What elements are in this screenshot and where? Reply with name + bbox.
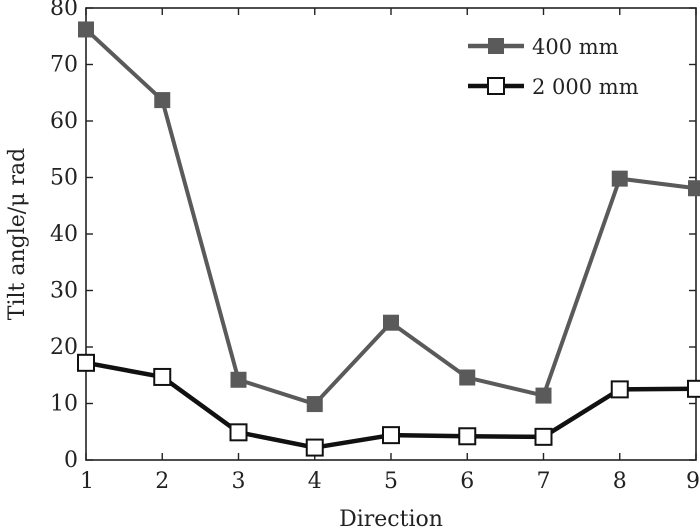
- data-point: [459, 369, 476, 386]
- legend-swatch-marker: [487, 77, 505, 95]
- x-tick-label: 3: [232, 469, 246, 494]
- legend-swatch-marker: [488, 38, 504, 54]
- data-point: [687, 379, 700, 398]
- data-point: [305, 438, 324, 457]
- data-point: [611, 170, 628, 187]
- x-tick-label: 6: [460, 469, 474, 494]
- legend-label: 400 mm: [532, 35, 619, 59]
- data-point: [154, 92, 171, 109]
- data-point: [458, 427, 477, 446]
- data-point: [535, 387, 552, 404]
- y-tick-label: 50: [50, 166, 78, 191]
- y-tick-label: 20: [50, 335, 78, 360]
- x-tick-label: 8: [613, 469, 627, 494]
- y-tick-label: 30: [50, 279, 78, 304]
- y-tick-label: 0: [64, 448, 78, 473]
- data-point: [688, 180, 700, 197]
- y-tick-label: 40: [50, 222, 78, 247]
- legend-label: 2 000 mm: [532, 75, 639, 99]
- legend-item: 400 mm: [468, 35, 619, 59]
- data-point: [383, 314, 399, 331]
- data-point: [229, 423, 248, 442]
- x-tick-label: 5: [384, 469, 398, 494]
- data-point: [78, 21, 94, 38]
- x-tick-label: 9: [686, 469, 700, 494]
- y-axis-title: Tilt angle/μ rad: [5, 148, 30, 320]
- y-tick-label: 70: [50, 53, 78, 78]
- legend: 400 mm 2 000 mm: [468, 35, 639, 99]
- x-tick-label: 4: [308, 469, 322, 494]
- x-axis-title: Direction: [339, 507, 443, 528]
- x-tick-label: 7: [537, 469, 551, 494]
- series-layer: [77, 21, 700, 457]
- y-tick-label: 60: [50, 109, 78, 134]
- legend-item: 2 000 mm: [468, 75, 639, 99]
- y-tick-label: 10: [50, 392, 78, 417]
- y-tick-label: 80: [50, 0, 78, 21]
- y-axis-ticks: 0 10 20 30 40 50 60 70 80: [50, 0, 696, 473]
- data-point: [153, 367, 172, 386]
- data-point: [534, 427, 553, 446]
- x-tick-label: 2: [155, 469, 169, 494]
- data-point: [610, 380, 629, 399]
- x-tick-label: 1: [80, 469, 94, 494]
- series-2000mm: [77, 353, 700, 457]
- data-point: [77, 353, 95, 372]
- data-point: [382, 426, 400, 445]
- data-point: [230, 371, 247, 388]
- series-400mm: [78, 21, 700, 413]
- data-point: [306, 396, 323, 413]
- x-axis-ticks: 1 2 3 4 5 6 7 8 9: [80, 8, 700, 494]
